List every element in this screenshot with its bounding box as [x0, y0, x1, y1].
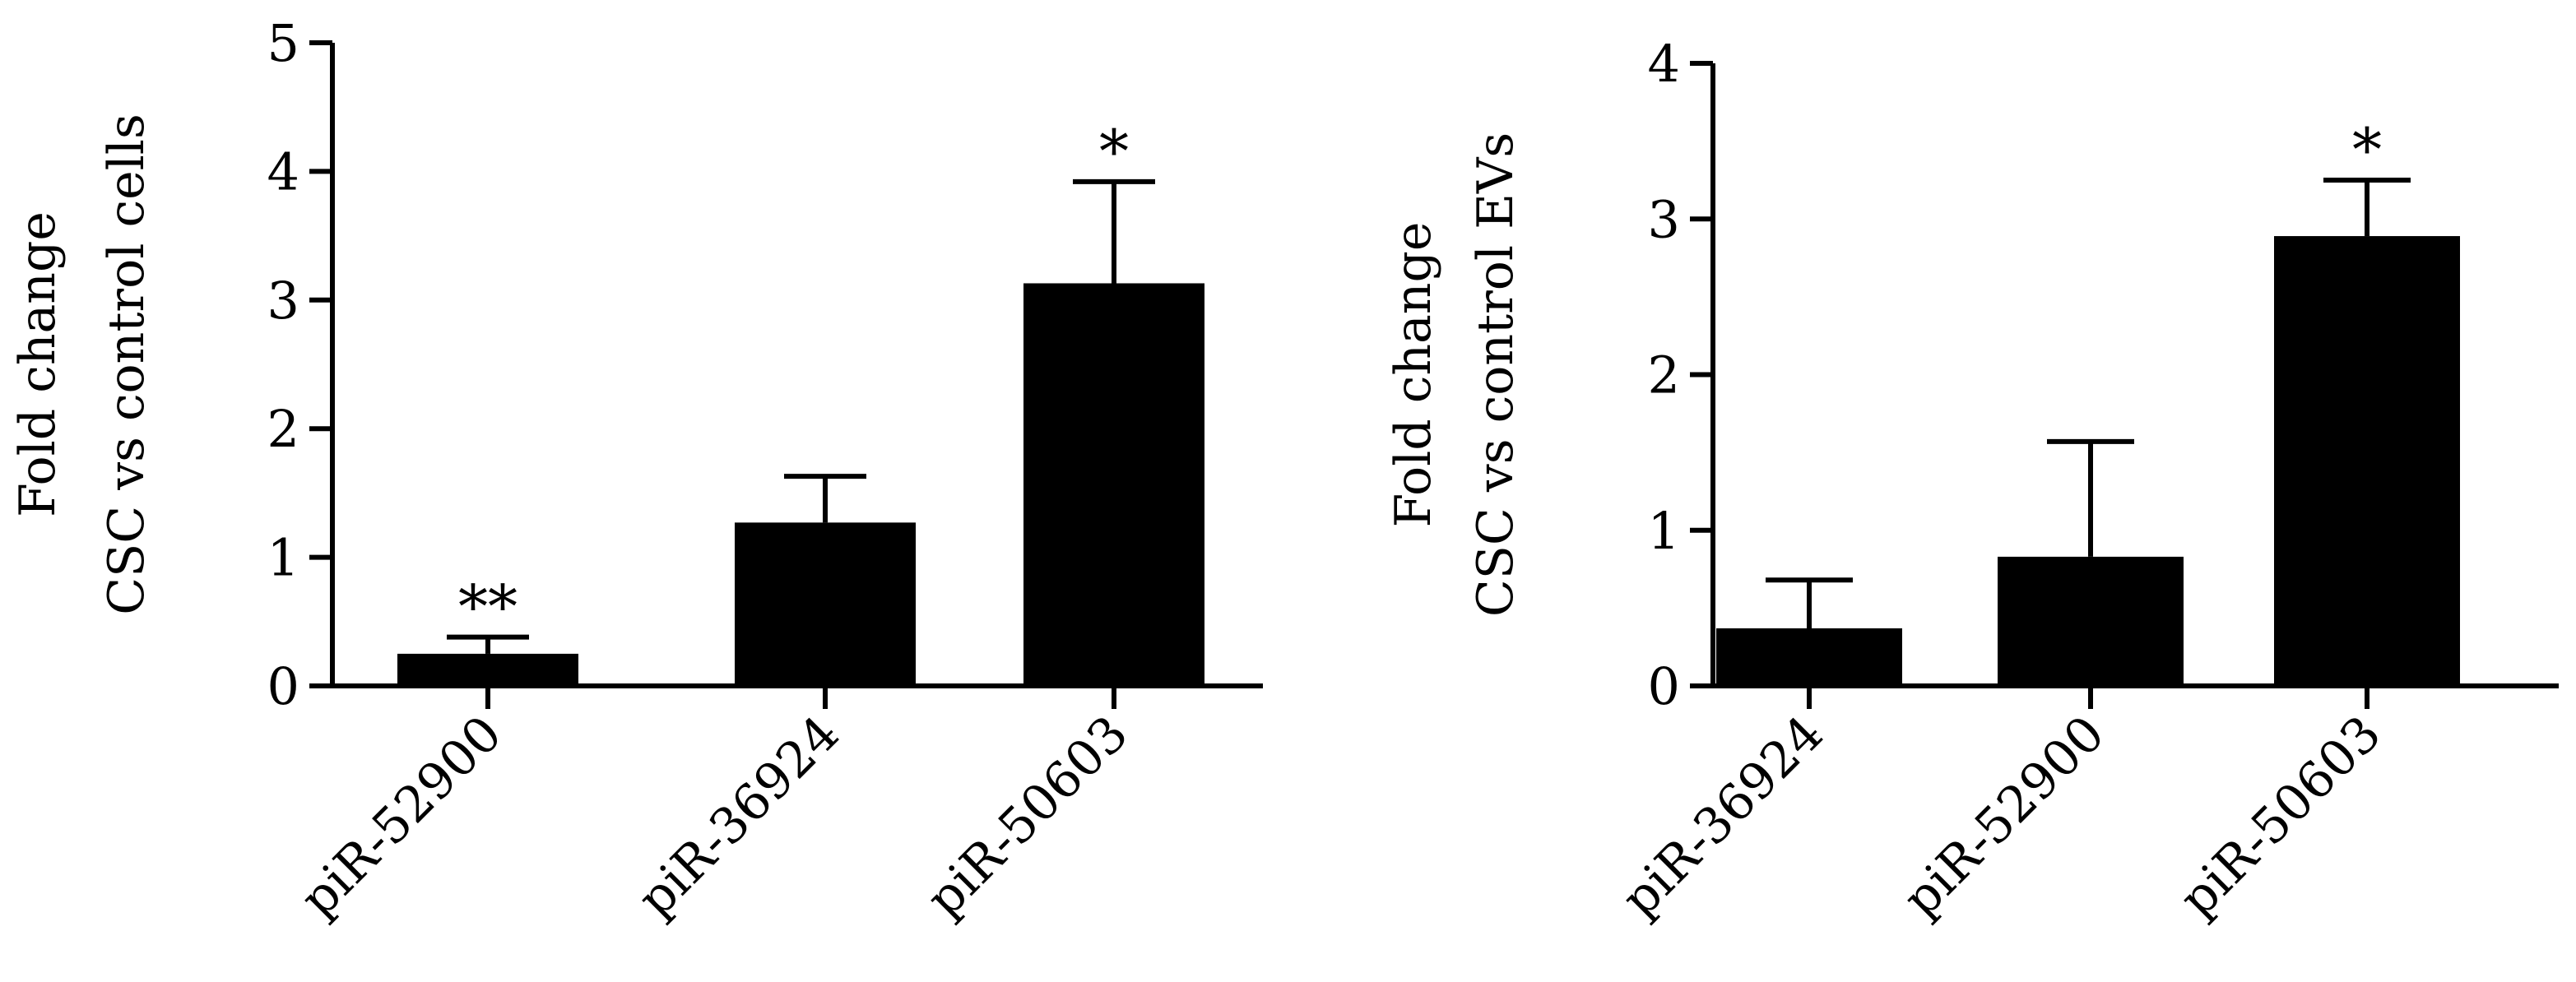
chart-right: 0 1 2 3 4 piR-36924 piR-52900 * piR-50603 Fold ch… [1385, 34, 2559, 929]
y-axis-title: Fold change [1385, 222, 1442, 528]
y-axis-title: CSC vs control cells [98, 113, 155, 615]
bar [397, 653, 578, 686]
y-tick-label: 4 [267, 141, 299, 201]
category-label: piR-52900 [1892, 705, 2115, 928]
significance-marker: * [1099, 117, 1129, 186]
significance-marker: * [2352, 115, 2382, 184]
y-tick-label: 3 [1648, 189, 1680, 249]
bar [1998, 556, 2184, 686]
y-axis-title: Fold change [9, 211, 67, 517]
significance-marker: ** [458, 572, 518, 642]
category-label: piR-36924 [1611, 705, 1834, 928]
y-tick-label: 0 [267, 656, 299, 716]
bar [735, 522, 916, 686]
y-tick-label: 5 [267, 13, 299, 73]
bar [1716, 628, 1902, 686]
y-tick-label: 0 [1648, 656, 1680, 716]
category-label: piR-50603 [2169, 705, 2392, 928]
category-label: piR-36924 [627, 705, 850, 928]
category-label: piR-50603 [916, 705, 1139, 928]
bar [2274, 236, 2460, 686]
y-tick-label: 1 [267, 528, 299, 588]
y-axis-title: CSC vs control EVs [1467, 132, 1525, 617]
y-tick-label: 3 [267, 271, 299, 331]
category-label: piR-52900 [290, 705, 513, 928]
y-tick-label: 1 [1648, 501, 1680, 561]
y-tick-label: 2 [1648, 345, 1680, 405]
bar [1023, 283, 1204, 686]
chart-left: 0 1 2 3 4 5 ** piR-52900 piR-36924 * piR-50603 Fold… [9, 13, 1263, 929]
y-tick-label: 2 [267, 399, 299, 459]
y-tick-label: 4 [1648, 34, 1680, 94]
